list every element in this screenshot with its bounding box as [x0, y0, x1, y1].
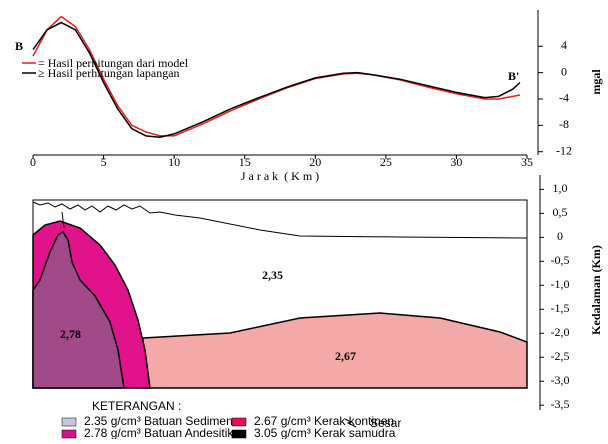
y-tick-label: 4 [561, 38, 567, 52]
point-label: B [15, 39, 23, 53]
legend-swatch [232, 430, 246, 438]
y-axis-label: mgal [589, 69, 603, 95]
region-label: 2,35 [262, 268, 283, 282]
point-label: B' [508, 69, 519, 83]
y-axis-label: Kedalaman (Km) [589, 245, 603, 335]
x-tick-label: 5 [101, 155, 107, 169]
y-tick-label: 0,5 [553, 205, 568, 219]
series-line [33, 23, 520, 138]
y-tick-label: 1,0 [553, 181, 568, 195]
y-tick-label: -1,5 [551, 301, 570, 315]
y-tick-label: -2,5 [551, 349, 570, 363]
y-tick-label: 0 [561, 64, 567, 78]
x-tick-label: 10 [168, 155, 180, 169]
region-label: 2,78 [60, 327, 81, 341]
legend-title: KETERANGAN : [92, 399, 181, 413]
y-tick-label: -3,5 [551, 397, 570, 411]
y-tick-label: -4 [559, 91, 569, 105]
legend-label: 3.05 g/cm³ Kerak samudra [254, 426, 396, 439]
legend-swatch [62, 430, 76, 438]
x-tick-label: 30 [450, 155, 462, 169]
legend-swatch [232, 418, 246, 426]
x-tick-label: 35 [521, 155, 533, 169]
x-axis-label: J a r a k ( K m ) [241, 169, 319, 183]
y-tick-label: -3,0 [551, 373, 570, 387]
y-tick-label: -12 [556, 143, 572, 157]
legend-label: 2.78 g/cm³ Batuan Andesitik [84, 426, 234, 439]
x-tick-label: 0 [30, 155, 36, 169]
y-tick-label: -8 [559, 117, 569, 131]
figure: B B' J a r a k ( K m ) mgal 2,35 2,78 2,… [0, 0, 608, 439]
y-tick-label: -2,0 [551, 325, 570, 339]
region-label: 2,67 [335, 349, 356, 363]
x-tick-label: 20 [309, 155, 321, 169]
legend-label: ≥ Hasil perhitungan lapangan [38, 66, 180, 80]
y-tick-label: -0,5 [551, 253, 570, 267]
cross-section: 2,35 2,78 2,67 [33, 200, 527, 388]
x-tick-label: 15 [239, 155, 251, 169]
y-tick-label: 0 [557, 229, 563, 243]
y-tick-label: -1,0 [551, 277, 570, 291]
legend-swatch [62, 418, 76, 426]
x-tick-label: 25 [380, 155, 392, 169]
